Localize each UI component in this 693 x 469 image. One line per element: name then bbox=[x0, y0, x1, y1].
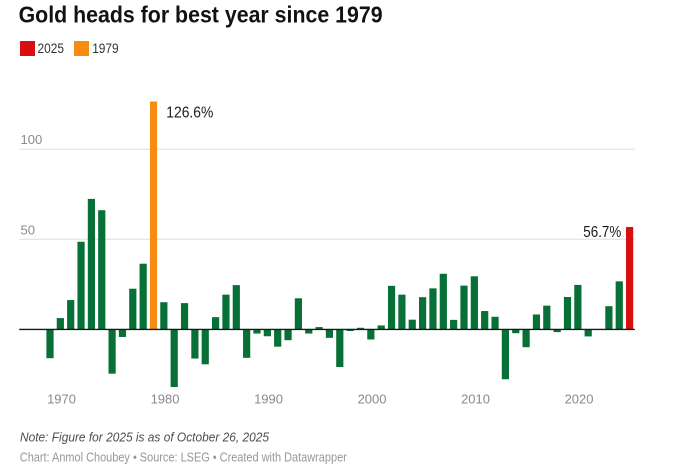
svg-text:2025: 2025 bbox=[38, 41, 65, 56]
svg-text:56.7%: 56.7% bbox=[583, 224, 621, 241]
svg-text:100: 100 bbox=[21, 132, 43, 147]
svg-text:2020: 2020 bbox=[565, 392, 594, 407]
svg-text:50: 50 bbox=[21, 223, 35, 238]
svg-text:1970: 1970 bbox=[47, 392, 76, 407]
svg-text:126.6%: 126.6% bbox=[166, 105, 213, 122]
svg-text:2010: 2010 bbox=[461, 392, 490, 407]
svg-text:Chart: Anmol Choubey • Source:: Chart: Anmol Choubey • Source: LSEG • Cr… bbox=[20, 449, 348, 464]
svg-text:Gold heads for best year since: Gold heads for best year since 1979 bbox=[19, 2, 383, 28]
svg-text:2000: 2000 bbox=[358, 392, 387, 407]
svg-text:1980: 1980 bbox=[151, 392, 180, 407]
svg-text:1990: 1990 bbox=[254, 392, 283, 407]
svg-text:1979: 1979 bbox=[92, 41, 119, 56]
svg-text:Note: Figure for 2025 is as of: Note: Figure for 2025 is as of October 2… bbox=[20, 429, 270, 444]
